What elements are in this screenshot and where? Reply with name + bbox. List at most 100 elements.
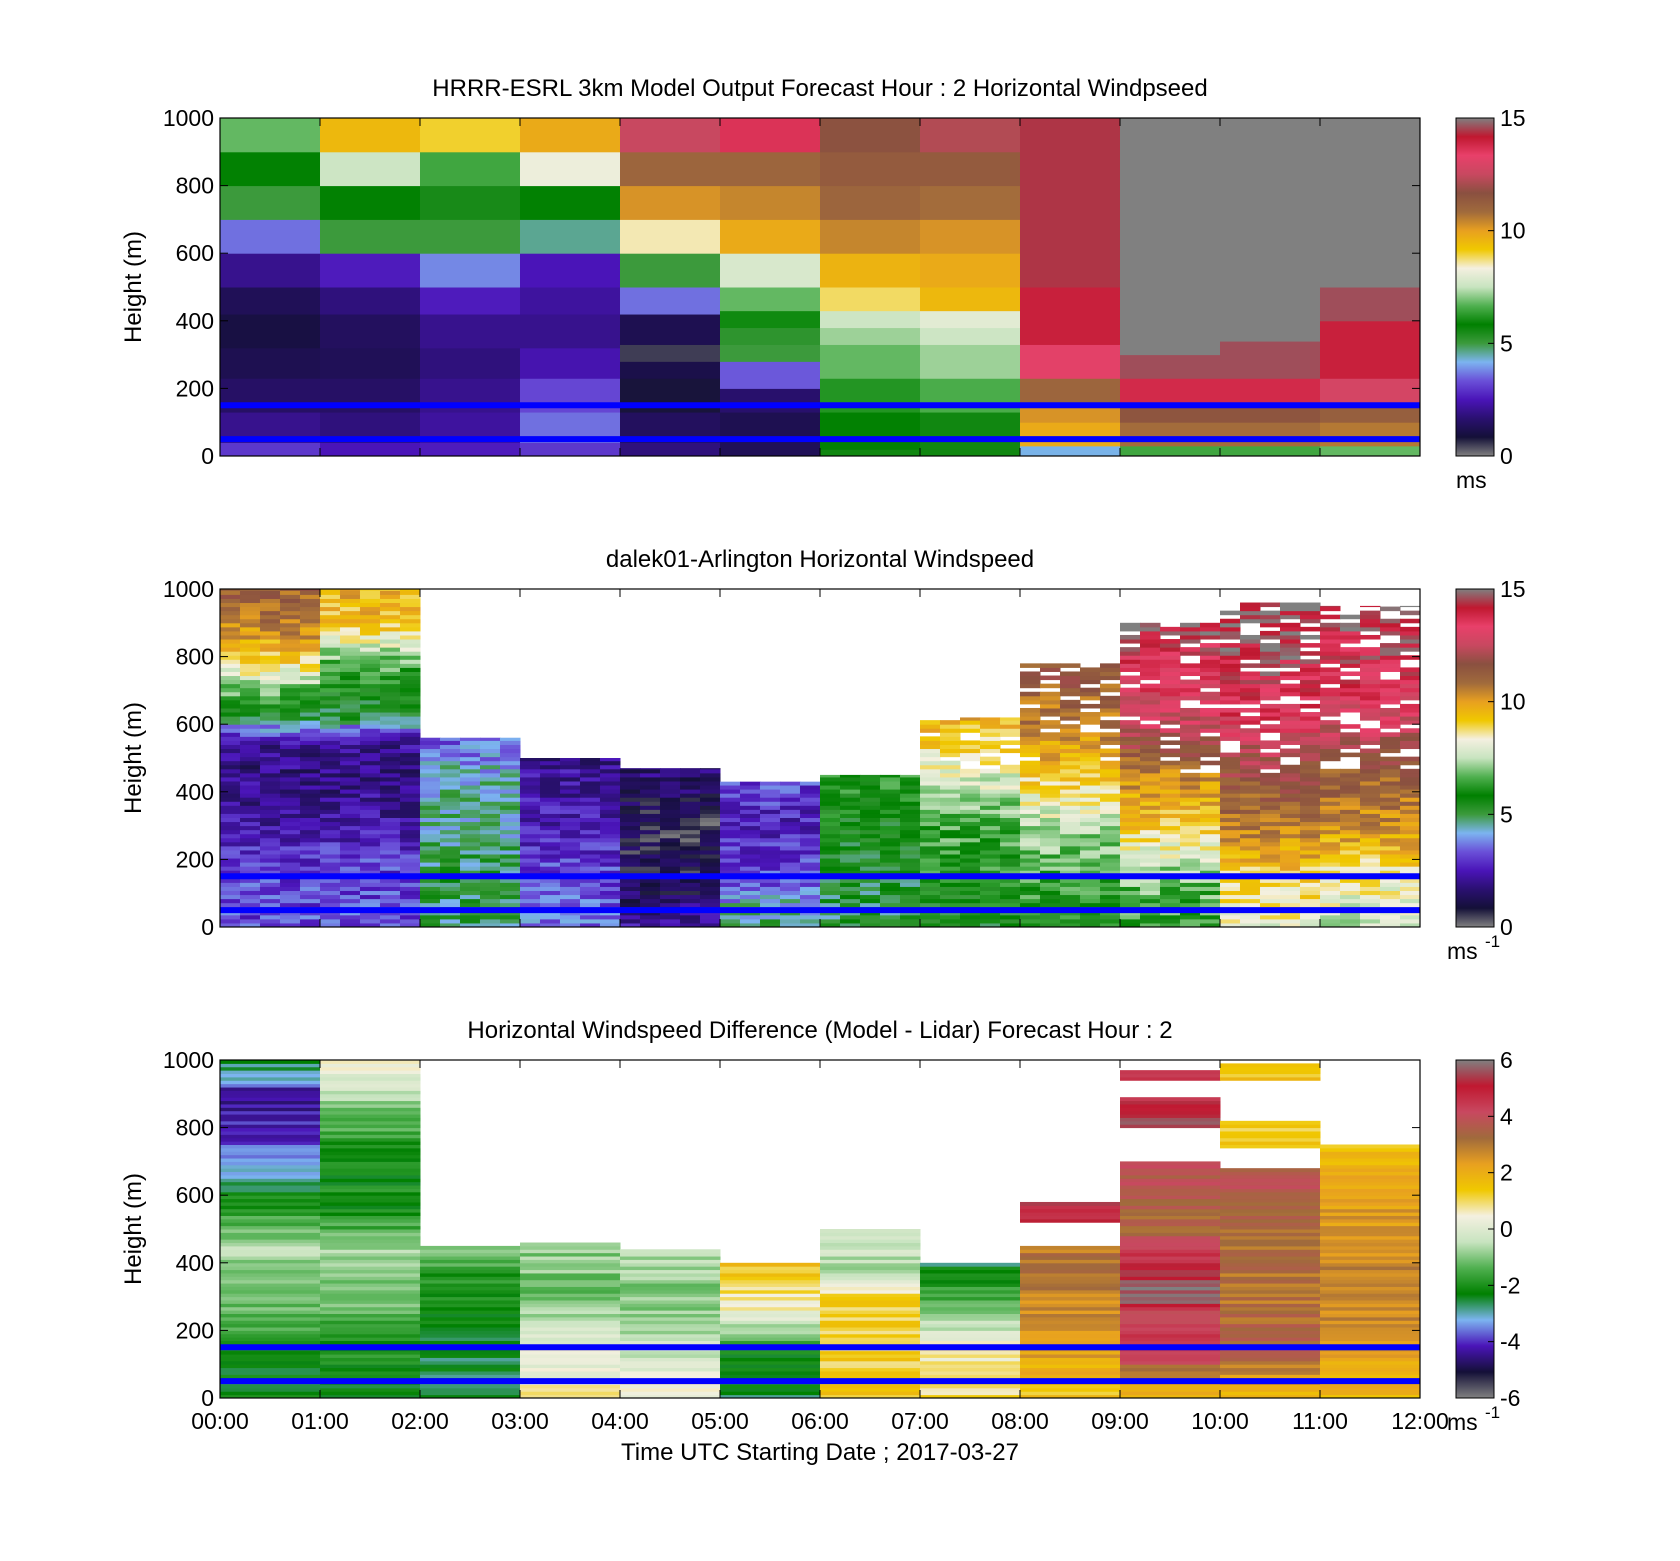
heatmap-cell <box>240 918 261 924</box>
heatmap-cell <box>1320 1394 1420 1398</box>
heatmap-cell <box>1040 821 1061 827</box>
heatmap-cell <box>520 1303 621 1308</box>
heatmap-cell <box>860 886 881 891</box>
heatmap-cell <box>1300 914 1321 920</box>
heatmap-cell <box>420 1374 521 1379</box>
heatmap-cell <box>1320 853 1341 859</box>
heatmap-cell <box>1380 789 1401 794</box>
heatmap-cell <box>1200 691 1221 697</box>
heatmap-cell <box>1120 445 1221 456</box>
heatmap-cell <box>1340 898 1361 904</box>
x-tick-label: 00:00 <box>191 1408 249 1434</box>
heatmap-cell <box>1340 776 1361 782</box>
heatmap-cell <box>320 870 341 875</box>
heatmap-cell <box>1340 699 1361 705</box>
heatmap-cell <box>500 764 521 770</box>
heatmap-cell <box>1400 756 1420 762</box>
heatmap-cell <box>720 890 741 896</box>
y-tick-label: 400 <box>176 779 214 805</box>
heatmap-cell <box>1020 772 1041 778</box>
heatmap-cell <box>360 618 381 624</box>
heatmap-cell <box>520 805 541 810</box>
heatmap-cell <box>1320 922 1341 927</box>
heatmap-cell <box>820 1316 921 1321</box>
heatmap-cell <box>380 821 401 827</box>
heatmap-cell <box>1280 785 1301 790</box>
heatmap-cell <box>1400 691 1420 697</box>
heatmap-cell <box>320 1232 421 1237</box>
heatmap-cell <box>620 344 721 362</box>
heatmap-cell <box>1200 647 1221 652</box>
heatmap-cell <box>360 647 381 652</box>
heatmap-cell <box>1240 833 1261 839</box>
heatmap-cell <box>1000 801 1021 806</box>
heatmap-cell <box>440 740 461 745</box>
heatmap-cell <box>1320 1276 1420 1281</box>
heatmap-cell <box>1400 687 1420 693</box>
heatmap-cell <box>900 797 921 802</box>
heatmap-cell <box>1060 772 1081 778</box>
heatmap-cell <box>1280 639 1301 644</box>
heatmap-cell <box>1080 703 1101 709</box>
heatmap-cell <box>1320 878 1341 883</box>
heatmap-cell <box>820 1394 921 1398</box>
heatmap-cell <box>820 1360 921 1365</box>
heatmap-cell <box>880 821 901 827</box>
heatmap-cell <box>220 1097 321 1102</box>
heatmap-cell <box>620 1327 721 1331</box>
heatmap-cell <box>1120 1313 1221 1318</box>
heatmap-cell <box>360 797 381 802</box>
heatmap-cell <box>260 695 281 701</box>
heatmap-cell <box>1100 732 1121 737</box>
heatmap-cell <box>1140 663 1161 668</box>
heatmap-cell <box>600 858 621 863</box>
heatmap-cell <box>780 805 801 810</box>
heatmap-cell <box>1180 793 1201 798</box>
heatmap-cell <box>400 626 421 632</box>
heatmap-cell <box>680 833 701 839</box>
heatmap-cell <box>1040 914 1061 920</box>
heatmap-cell <box>820 1313 921 1318</box>
heatmap-cell <box>1060 829 1081 835</box>
heatmap-cell <box>960 922 981 927</box>
heatmap-cell <box>240 744 261 750</box>
heatmap-cell <box>1320 1191 1420 1196</box>
heatmap-cell <box>1320 1161 1420 1166</box>
heatmap-cell <box>1220 1195 1321 1200</box>
heatmap-cell <box>320 1306 421 1311</box>
heatmap-cell <box>320 890 341 896</box>
heatmap-cell <box>1320 1195 1420 1200</box>
heatmap-cell <box>400 801 421 806</box>
heatmap-cell <box>520 886 541 891</box>
heatmap-cell <box>700 894 721 900</box>
heatmap-cell <box>1220 858 1241 863</box>
heatmap-cell <box>1120 870 1141 875</box>
heatmap-cell <box>300 890 321 896</box>
heatmap-cell <box>1180 626 1201 632</box>
heatmap-cell <box>500 797 521 802</box>
heatmap-cell <box>580 772 601 778</box>
heatmap-cell <box>440 870 461 875</box>
heatmap-cell <box>1340 886 1361 891</box>
heatmap-cell <box>1000 918 1021 924</box>
heatmap-cell <box>220 1117 321 1122</box>
heatmap-cell <box>220 825 241 831</box>
heatmap-cell <box>380 752 401 758</box>
heatmap-cell <box>1040 825 1061 831</box>
heatmap-cell <box>240 707 261 713</box>
heatmap-cell <box>400 918 421 924</box>
heatmap-cell <box>240 756 261 762</box>
heatmap-cell <box>380 764 401 770</box>
heatmap-cell <box>720 310 821 329</box>
heatmap-cell <box>520 1259 621 1264</box>
heatmap-cell <box>400 667 421 672</box>
heatmap-cell <box>1340 772 1361 778</box>
heatmap-cell <box>380 845 401 851</box>
heatmap-cell <box>400 598 421 604</box>
heatmap-cell <box>400 606 421 612</box>
heatmap-cell <box>240 647 261 652</box>
heatmap-cell <box>1360 829 1381 835</box>
heatmap-cell <box>720 785 741 790</box>
heatmap-cell <box>520 1286 621 1291</box>
